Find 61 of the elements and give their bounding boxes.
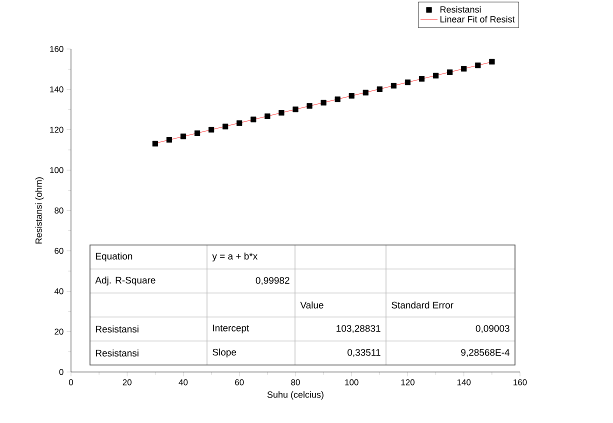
x-tick-label: 0 [68, 379, 74, 386]
y-tick-label: 20 [54, 328, 64, 335]
point [152, 140, 158, 146]
point [292, 106, 298, 112]
point [222, 124, 228, 130]
point [334, 96, 340, 102]
y-tick-label: 140 [50, 86, 64, 92]
legend-label: Resistansi [440, 6, 481, 13]
y-tick-label: 0 [59, 368, 64, 376]
point [475, 62, 481, 68]
point [404, 80, 411, 86]
y-tick-label: 160 [50, 46, 64, 52]
x-tick-label: 60 [235, 379, 244, 386]
point [461, 66, 467, 72]
point [433, 72, 439, 78]
annotation: Resistansi [96, 350, 138, 356]
point [390, 82, 397, 89]
y-tick-label: 60 [54, 248, 64, 254]
point [264, 113, 270, 120]
x-tick-label: 80 [291, 379, 300, 386]
point [166, 137, 172, 143]
y-axis-title: Resistansi (ohm) [35, 177, 44, 244]
x-tick-label: 160 [514, 379, 527, 386]
point [418, 76, 425, 82]
annotation: y = a + b*x [212, 252, 258, 262]
annotation: Value [300, 302, 324, 308]
point [194, 130, 200, 136]
point [278, 110, 284, 116]
legend-label: Linear Fit of Resist [440, 16, 515, 22]
x-tick-label: 40 [178, 379, 188, 386]
y-tick-label: 40 [54, 288, 64, 294]
x-axis-title: Suhu (celcius) [267, 391, 324, 400]
annotation: 9,28568E-4 [461, 349, 510, 357]
annotation: 103,28831 [336, 325, 380, 333]
annotation: 0,09003 [476, 325, 510, 333]
point [306, 103, 312, 109]
point [180, 134, 186, 140]
annotation: Intercept [213, 324, 250, 334]
y-tick-label: 120 [50, 126, 64, 133]
annotation: Slope [212, 348, 236, 358]
point [489, 58, 495, 65]
x-tick-label: 100 [345, 379, 358, 386]
x-tick-label: 120 [401, 379, 415, 386]
y-tick-label: 80 [54, 207, 64, 214]
annotation: Equation [96, 252, 132, 262]
point [348, 93, 354, 99]
point [447, 69, 453, 76]
point [362, 90, 368, 96]
annotation: Resistansi [96, 326, 138, 332]
x-tick-label: 20 [122, 379, 132, 386]
annotation: Standard Error [392, 302, 454, 308]
point [236, 120, 242, 126]
annotation: Adj. R-Square [95, 276, 156, 286]
point [376, 86, 382, 92]
annotation: 0,99982 [256, 277, 290, 285]
annotation: 0,33511 [348, 349, 380, 357]
point [208, 126, 214, 133]
point [320, 100, 326, 106]
x-tick-label: 140 [457, 379, 471, 386]
point [250, 116, 256, 122]
y-tick-label: 100 [50, 167, 64, 174]
